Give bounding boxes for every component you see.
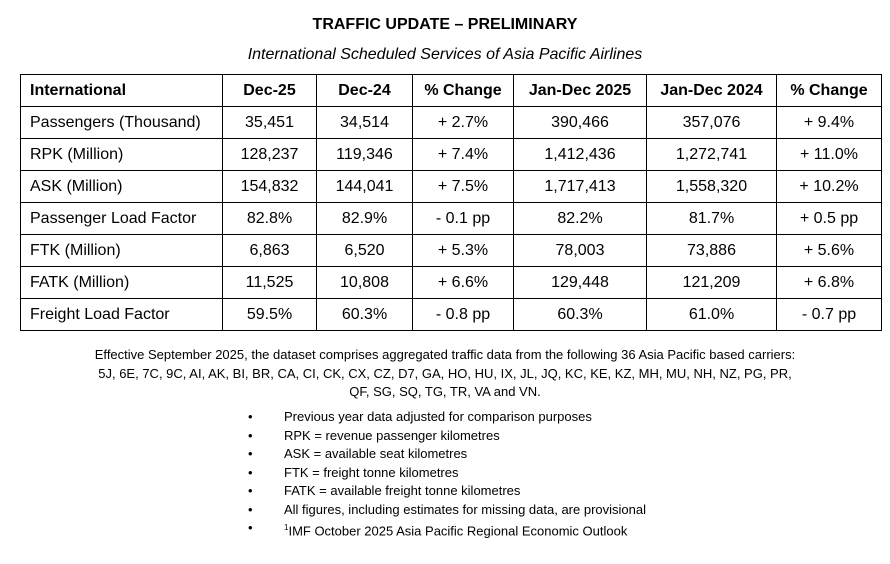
table-cell: 61.0%	[646, 298, 777, 331]
table-cell: + 2.7%	[412, 106, 514, 139]
row-label: FTK (Million)	[20, 234, 223, 267]
page-subtitle: International Scheduled Services of Asia…	[247, 46, 643, 63]
row-label: Passengers (Thousand)	[20, 106, 223, 139]
table-cell: 59.5%	[222, 298, 317, 331]
table-cell: + 6.6%	[412, 266, 514, 299]
table-cell: 34,514	[316, 106, 413, 139]
table-cell: 129,448	[513, 266, 647, 299]
table-cell: 60.3%	[513, 298, 647, 331]
list-item-text: FATK = available freight tonne kilometre…	[284, 483, 521, 498]
table-cell: + 5.6%	[776, 234, 882, 267]
table-cell: 81.7%	[646, 202, 777, 235]
table-cell: 60.3%	[316, 298, 413, 331]
footnote-text: IMF October 2025 Asia Pacific Regional E…	[288, 523, 628, 539]
list-item: • Previous year data adjusted for compari…	[248, 408, 646, 427]
column-header: Jan-Dec 2024	[646, 74, 777, 107]
table-cell: 144,041	[316, 170, 413, 203]
footnote-list: • Previous year data adjusted for compari…	[248, 408, 646, 538]
list-item-text: ASK = available seat kilometres	[284, 446, 468, 461]
column-header: Dec-25	[222, 74, 317, 107]
table-cell: + 7.5%	[412, 170, 514, 203]
column-header: % Change	[412, 74, 514, 107]
page-title: TRAFFIC UPDATE – PRELIMINARY	[312, 16, 578, 33]
table-cell: 82.9%	[316, 202, 413, 235]
table-cell: + 6.8%	[776, 266, 882, 299]
table-cell: 390,466	[513, 106, 647, 139]
row-label: Passenger Load Factor	[20, 202, 223, 235]
table-cell: - 0.7 pp	[776, 298, 882, 331]
table-cell: 357,076	[646, 106, 777, 139]
traffic-table: International Dec-25 Dec-24% Change Jan-Dec…	[20, 74, 882, 331]
bullet-icon: •	[248, 520, 253, 535]
table-cell: + 7.4%	[412, 138, 514, 171]
table-cell: 128,237	[222, 138, 317, 171]
table-cell: + 0.5 pp	[776, 202, 882, 235]
column-header: International	[20, 74, 223, 107]
bullet-icon: •	[248, 464, 253, 480]
column-header: Dec-24	[316, 74, 413, 107]
table-cell: + 10.2%	[776, 170, 882, 203]
list-item-text: Previous year data adjusted for comparis…	[284, 409, 592, 424]
table-cell: 10,808	[316, 266, 413, 299]
table-cell: 121,209	[646, 266, 777, 299]
list-item-footnote: • 1IMF October 2025 Asia Pacific Regional…	[248, 519, 646, 538]
table-cell: 1,272,741	[646, 138, 777, 171]
table-row: RPK (Million) 128,237 119,346 + 7.4% 1,412,4…	[20, 138, 882, 171]
table-cell: 1,717,413	[513, 170, 647, 203]
note-line: Effective September 2025, the dataset co…	[94, 347, 796, 362]
list-item: • FTK = freight tonne kilometres	[248, 464, 646, 483]
table-cell: - 0.1 pp	[412, 202, 514, 235]
row-label: RPK (Million)	[20, 138, 223, 171]
column-header: Jan-Dec 2025	[513, 74, 647, 107]
carriers-note: Effective September 2025, the dataset co…	[0, 346, 890, 402]
table-cell: 35,451	[222, 106, 317, 139]
table-cell: - 0.8 pp	[412, 298, 514, 331]
row-label: Freight Load Factor	[20, 298, 223, 331]
table-cell: + 9.4%	[776, 106, 882, 139]
list-item: • ASK = available seat kilometres	[248, 445, 646, 464]
table-row: Freight Load Factor 59.5% 60.3% - 0.8 pp 60.…	[20, 298, 882, 331]
bullet-icon: •	[248, 446, 253, 461]
table-header-row: International Dec-25 Dec-24% Change Jan-Dec…	[20, 74, 882, 107]
table-cell: 1,412,436	[513, 138, 647, 171]
table-row: FATK (Million) 11,525 10,808 + 6.6% 129,448 1…	[20, 266, 882, 299]
table-row: Passenger Load Factor 82.8% 82.9% - 0.1 pp 8…	[20, 202, 882, 235]
table-cell: 6,520	[316, 234, 413, 267]
row-label: ASK (Million)	[20, 170, 223, 203]
column-header: % Change	[776, 74, 882, 107]
table-cell: 119,346	[316, 138, 413, 171]
table-cell: 78,003	[513, 234, 647, 267]
table-cell: 154,832	[222, 170, 317, 203]
note-line: 5J, 6E, 7C, 9C, AI, AK, BI, BR, CA, CI, …	[98, 365, 792, 381]
bullet-icon: •	[248, 409, 253, 424]
list-item-text: All figures, including estimates for mis…	[284, 501, 647, 517]
list-item: • All figures, including estimates for mi…	[248, 501, 646, 520]
table-row: ASK (Million) 154,832 144,041 + 7.5% 1,717,4…	[20, 170, 882, 203]
table-cell: 82.2%	[513, 202, 647, 235]
list-item: • RPK = revenue passenger kilometres	[248, 427, 646, 446]
note-line: QF, SG, SQ, TG, TR, VA and VN.	[349, 384, 541, 399]
table-row: Passengers (Thousand) 35,451 34,514 + 2.7% 3…	[20, 106, 882, 139]
row-label: FATK (Million)	[20, 266, 223, 299]
bullet-icon: •	[248, 483, 253, 498]
table-cell: 11,525	[222, 266, 317, 299]
table-cell: + 5.3%	[412, 234, 514, 267]
list-item: • FATK = available freight tonne kilometr…	[248, 482, 646, 501]
table-cell: 6,863	[222, 234, 317, 267]
bullet-icon: •	[248, 427, 253, 443]
list-item-text: RPK = revenue passenger kilometres	[284, 427, 500, 443]
list-item-text: FTK = freight tonne kilometres	[284, 464, 459, 480]
table-cell: 73,886	[646, 234, 777, 267]
bullet-icon: •	[248, 501, 253, 517]
table-cell: 82.8%	[222, 202, 317, 235]
table-cell: + 11.0%	[776, 138, 882, 171]
table-row: FTK (Million) 6,863 6,520 + 5.3% 78,003 73,88…	[20, 234, 882, 267]
table-cell: 1,558,320	[646, 170, 777, 203]
footnote-mark: 1	[284, 523, 289, 532]
